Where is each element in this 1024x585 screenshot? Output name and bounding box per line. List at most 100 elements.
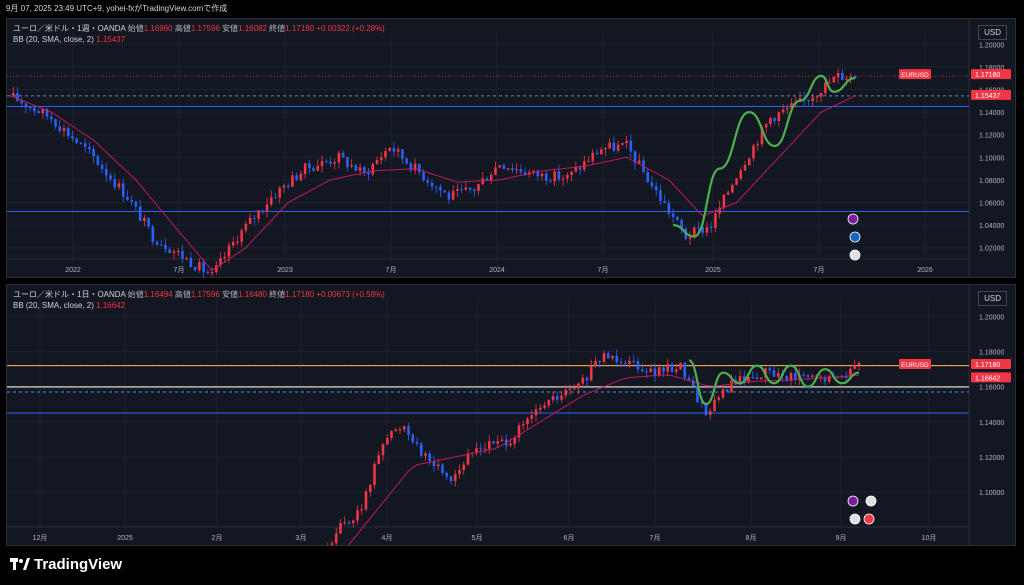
candle-body — [544, 173, 548, 181]
candle-body — [718, 207, 721, 214]
candle-body — [422, 172, 425, 181]
candle-body — [384, 150, 387, 158]
candle-body — [214, 265, 218, 273]
grid — [7, 33, 969, 259]
candle-body — [577, 383, 580, 389]
candle-body — [570, 171, 573, 175]
candle-body — [498, 165, 501, 168]
chart-panel-weekly[interactable]: 1.200001.180001.160001.140001.120001.100… — [6, 18, 1016, 278]
candle-body — [330, 543, 334, 545]
open-label: 始値 — [127, 290, 144, 299]
candle-body — [768, 368, 772, 371]
candle-body — [547, 400, 551, 406]
candle-body — [286, 185, 290, 187]
candle-body — [823, 376, 827, 382]
candle-body — [329, 161, 332, 164]
candle-body — [458, 470, 461, 475]
candle-body — [836, 376, 840, 378]
event-icon — [847, 495, 859, 507]
tradingview-logo[interactable]: TradingView — [10, 556, 122, 573]
candle-body — [832, 76, 836, 83]
candle-body — [523, 172, 527, 175]
candle-body — [667, 202, 671, 214]
symbol-tag-bg — [899, 69, 931, 80]
candle-body — [700, 402, 704, 404]
candle-body — [223, 256, 227, 259]
candle-body — [206, 272, 210, 274]
currency-button[interactable]: USD — [978, 25, 1007, 40]
candle-body — [845, 78, 848, 80]
y-tick-label: 1.12000 — [979, 455, 1004, 462]
candle-body — [599, 149, 603, 155]
candle-body — [598, 360, 602, 362]
candle-body — [388, 147, 391, 151]
candle-body — [674, 369, 678, 372]
candle-body — [747, 377, 750, 383]
y-tick-label: 1.18000 — [979, 65, 1004, 72]
candle-body — [572, 388, 576, 390]
candle-body — [434, 186, 438, 188]
candle-body — [308, 163, 311, 169]
x-tick-label: 5月 — [472, 534, 483, 542]
candle-body — [697, 227, 700, 229]
candle-body — [645, 371, 648, 373]
candle-body — [742, 376, 746, 383]
candle-body — [687, 377, 691, 380]
candle-body — [738, 376, 742, 385]
candle-body — [405, 158, 408, 164]
event-icon — [847, 213, 859, 225]
bollinger-basis-line — [8, 94, 856, 271]
candle-body — [704, 402, 708, 415]
candle-body — [274, 197, 277, 199]
candle-body — [299, 173, 303, 181]
candle-body — [253, 217, 256, 219]
candle-body — [436, 464, 440, 467]
candle-body — [513, 437, 517, 444]
candle-body — [164, 244, 167, 250]
candle-body — [623, 362, 627, 364]
candle-body — [100, 164, 104, 169]
weekly-chart-svg[interactable]: 1.200001.180001.160001.140001.120001.100… — [7, 19, 1015, 277]
candle-body — [468, 187, 472, 190]
candle-body — [385, 437, 389, 445]
candle-body — [426, 180, 430, 183]
event-icon — [849, 231, 861, 243]
candle-body — [341, 152, 345, 158]
candle-body — [409, 163, 413, 171]
candle-body — [320, 160, 324, 167]
currency-button[interactable]: USD — [978, 291, 1007, 306]
close-label: 終値 — [269, 24, 286, 33]
candle-body — [138, 206, 142, 221]
candle-body — [402, 426, 406, 430]
candle-body — [764, 123, 768, 128]
candle-body — [117, 183, 121, 188]
y-tick-label: 1.12000 — [979, 133, 1004, 140]
symbol-title[interactable]: ユーロ／米ドル・1日・OANDA — [13, 290, 126, 299]
chart-panel-daily[interactable]: 1.20000 1.18000 1.16000 1.14000 1.12000 1.100… — [6, 284, 1016, 546]
bb-legend[interactable]: BB (20, SMA, close, 2) 1.15437 — [13, 35, 125, 44]
bb-legend[interactable]: BB (20, SMA, close, 2) 1.16642 — [13, 301, 125, 310]
price-tag-bg — [971, 358, 1011, 369]
candle-body — [560, 395, 563, 400]
candle-body — [773, 117, 776, 122]
candle-body — [646, 172, 650, 183]
candle-body — [424, 453, 427, 456]
symbol-title[interactable]: ユーロ／米ドル・1週・OANDA — [13, 24, 126, 33]
candle-body — [278, 187, 281, 198]
candle-body — [445, 472, 449, 477]
candle-body — [113, 179, 117, 188]
candle-body — [616, 144, 620, 151]
candle-body — [591, 152, 595, 162]
x-tick-label: 3月 — [296, 534, 307, 542]
bb-tag-bg — [971, 89, 1011, 100]
candle-body — [33, 107, 36, 112]
candle-body — [759, 377, 763, 380]
y-tick-label: 1.14000 — [979, 420, 1004, 427]
low-label: 安値 — [222, 24, 239, 33]
candle-body — [676, 216, 679, 220]
bb-tag-bg — [971, 372, 1011, 383]
candle-body — [679, 362, 682, 370]
candle-body — [339, 523, 342, 534]
daily-chart-svg[interactable]: 1.20000 1.18000 1.16000 1.14000 1.12000 1.100… — [7, 285, 1015, 545]
timestamp: 9月 07, 2025 23:49 UTC+9, — [6, 4, 105, 13]
